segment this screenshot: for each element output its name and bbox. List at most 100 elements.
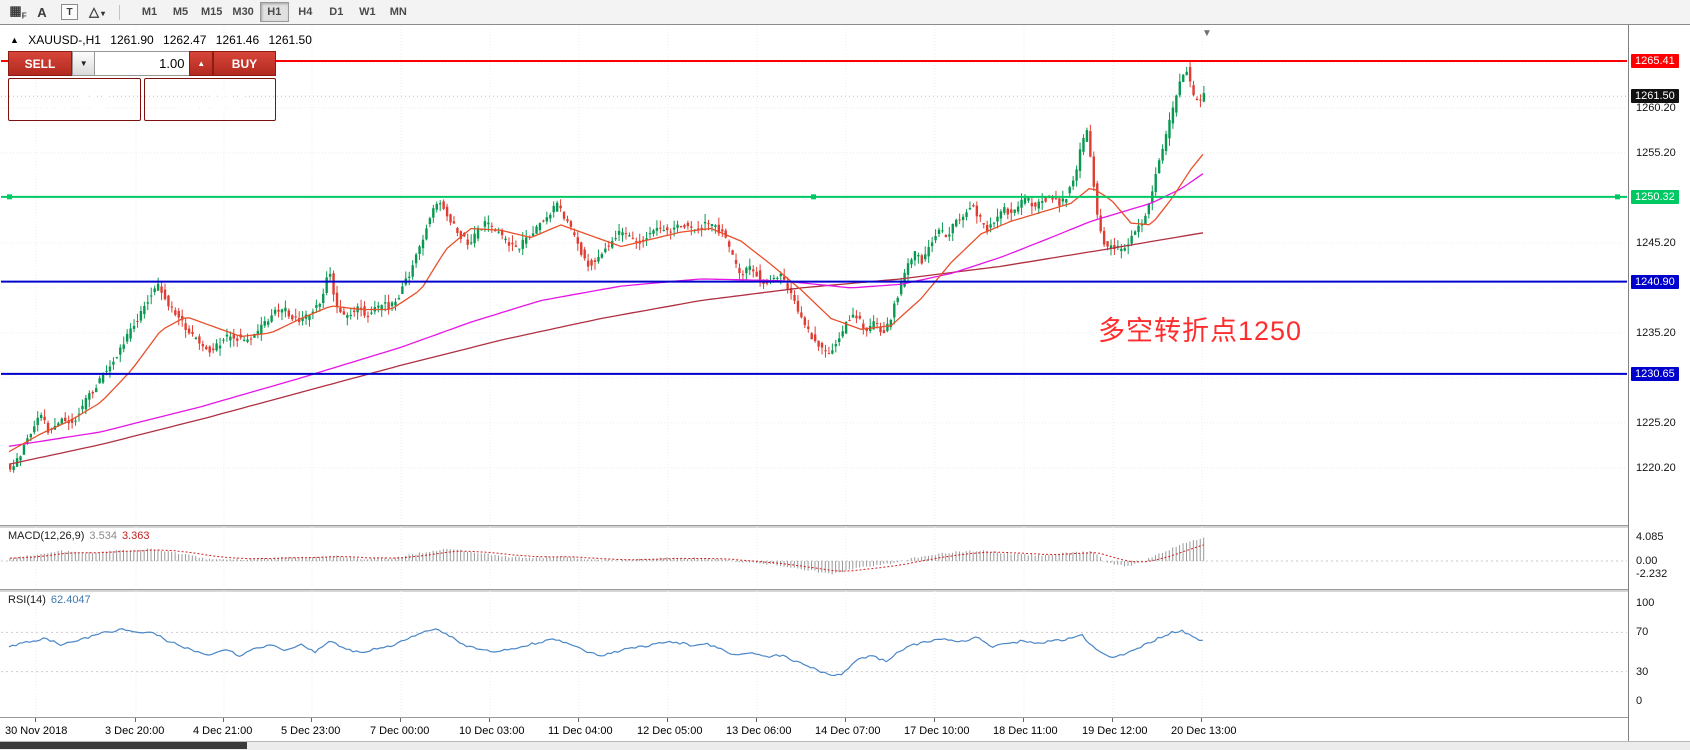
chart-shift-icon[interactable]: ▼: [1202, 28, 1212, 39]
time-tick: [400, 718, 401, 722]
volume-up-button[interactable]: ▲: [189, 51, 213, 76]
line-price-label: 1265.41: [1631, 54, 1679, 68]
timeframe-w1[interactable]: W1: [353, 2, 382, 22]
ohlc-info-line: ▲ XAUUSD-,H1 1261.90 1262.47 1261.46 126…: [10, 33, 318, 47]
high-value: 1262.47: [163, 33, 207, 47]
rsi-axis-label: 0: [1636, 695, 1643, 707]
time-axis-label: 30 Nov 2018: [5, 725, 68, 737]
hatch-pattern-icon[interactable]: ▦F: [6, 2, 30, 22]
timeframe-m1[interactable]: M1: [135, 2, 164, 22]
grid-price-label: 1260.20: [1636, 101, 1676, 114]
macd-indicator-label: MACD(12,26,9) 3.534 3.363: [8, 530, 149, 542]
panel-splitter[interactable]: [0, 589, 1690, 592]
main-price-chart[interactable]: [1, 26, 1627, 525]
slow-ma-line[interactable]: [8, 232, 1204, 465]
timeframe-d1[interactable]: D1: [322, 2, 351, 22]
time-axis-label: 11 Dec 04:00: [548, 725, 613, 737]
time-axis-label: 10 Dec 03:00: [459, 725, 525, 737]
buy-price-display[interactable]: 1261 90: [143, 78, 276, 121]
time-tick: [756, 718, 757, 722]
chart-annotation-text[interactable]: 多空转折点1250: [1098, 316, 1303, 346]
symbol-period-label: XAUUSD-,H1: [28, 33, 101, 47]
time-tick: [578, 718, 579, 722]
open-value: 1261.90: [110, 33, 154, 47]
buy-button[interactable]: BUY: [212, 51, 276, 76]
time-axis-label: 14 Dec 07:00: [815, 725, 881, 737]
mid-ma-line[interactable]: [8, 173, 1204, 447]
panel-splitter[interactable]: [0, 525, 1690, 528]
line-price-label: 1240.90: [1631, 274, 1679, 289]
grid-price-label: 1245.20: [1636, 236, 1676, 249]
rsi-axis-label: 30: [1636, 665, 1649, 678]
time-axis[interactable]: 30 Nov 2018 3 Dec 20:00 4 Dec 21:00 5 Dec 2…: [0, 717, 1628, 742]
line-handle[interactable]: [7, 194, 12, 200]
timeframe-group: M1 M5 M15 M30 H1 H4 D1 W1 MN: [134, 2, 414, 22]
macd-axis-label: 0.00: [1636, 555, 1658, 567]
bid-price-label: 1261.50: [1631, 89, 1679, 104]
horizontal-scrollbar[interactable]: [0, 741, 1690, 750]
time-tick: [845, 718, 846, 722]
time-axis-label: 20 Dec 13:00: [1171, 725, 1237, 737]
candlestick-series: [9, 60, 1206, 473]
volume-dropdown-button[interactable]: ▼: [72, 51, 96, 76]
text-tool-icon[interactable]: A: [30, 2, 54, 22]
time-tick: [667, 718, 668, 722]
time-axis-label: 4 Dec 21:00: [193, 725, 253, 737]
rsi-axis-label: 100: [1636, 597, 1655, 609]
buy-price-digits: 90: [209, 83, 245, 118]
macd-axis-label: 4.085: [1636, 531, 1664, 544]
time-axis-label: 5 Dec 23:00: [281, 725, 341, 737]
chevron-down-icon: ▾: [100, 9, 105, 18]
rsi-value: 62.4047: [50, 594, 91, 606]
time-tick: [1112, 718, 1113, 722]
macd-panel[interactable]: [1, 527, 1627, 589]
text-label-tool-icon[interactable]: T: [61, 4, 78, 20]
time-axis-label: 7 Dec 00:00: [370, 725, 430, 737]
vertical-gridlines: [35, 591, 1203, 717]
scrollbar-thumb[interactable]: [0, 742, 247, 749]
close-value: 1261.50: [268, 33, 312, 47]
timeframe-m30[interactable]: M30: [228, 2, 257, 22]
macd-signal-value: 3.363: [121, 530, 150, 542]
low-value: 1261.46: [215, 33, 260, 47]
rsi-name: RSI(14): [8, 594, 46, 606]
time-axis-label: 13 Dec 06:00: [726, 725, 792, 737]
one-click-trading-panel: SELL ▼ ▲ BUY 1261 49 1261 90: [8, 51, 276, 121]
grid-price-label: 1220.20: [1636, 461, 1676, 474]
bar-direction-icon: ▲: [10, 35, 19, 45]
line-handle[interactable]: [1615, 194, 1620, 200]
timeframe-mn[interactable]: MN: [384, 2, 413, 22]
sell-price-display[interactable]: 1261 49: [8, 78, 141, 121]
volume-input[interactable]: [95, 51, 190, 76]
shapes-tool-icon[interactable]: △ ▾: [85, 2, 109, 22]
line-price-label: 1250.32: [1631, 189, 1679, 204]
fast-ma-line[interactable]: [8, 153, 1204, 453]
time-tick: [1023, 718, 1024, 722]
chart-window: 1265.41 1261.50 1260.20 1255.20 1250.32 1245.…: [0, 24, 1690, 750]
toolbar-separator: [119, 4, 120, 20]
time-axis-label: 17 Dec 10:00: [904, 725, 970, 737]
sell-price-prefix: 1261: [39, 96, 72, 112]
price-axis[interactable]: 1265.41 1261.50 1260.20 1255.20 1250.32 1245.…: [1628, 25, 1690, 741]
line-handle[interactable]: [811, 194, 816, 200]
timeframe-m15[interactable]: M15: [197, 2, 226, 22]
timeframe-h1[interactable]: H1: [259, 2, 289, 22]
chevron-down-icon: ▼: [79, 59, 88, 68]
macd-axis-label: -2.232: [1636, 568, 1668, 581]
rsi-panel[interactable]: [1, 591, 1627, 717]
time-axis-label: 18 Dec 11:00: [993, 725, 1058, 737]
rsi-line: [8, 628, 1203, 677]
macd-name: MACD(12,26,9): [8, 530, 85, 542]
sell-button[interactable]: SELL: [8, 51, 73, 76]
timeframe-m5[interactable]: M5: [166, 2, 195, 22]
time-tick: [1201, 718, 1202, 722]
rsi-indicator-label: RSI(14) 62.4047: [8, 594, 91, 606]
time-tick: [489, 718, 490, 722]
time-axis-label: 19 Dec 12:00: [1082, 725, 1148, 737]
time-tick: [135, 718, 136, 722]
time-axis-label: 12 Dec 05:00: [637, 725, 703, 737]
sell-price-digits: 49: [74, 83, 109, 118]
hatch-sub-label: F: [21, 11, 27, 21]
timeframe-h4[interactable]: H4: [291, 2, 320, 22]
